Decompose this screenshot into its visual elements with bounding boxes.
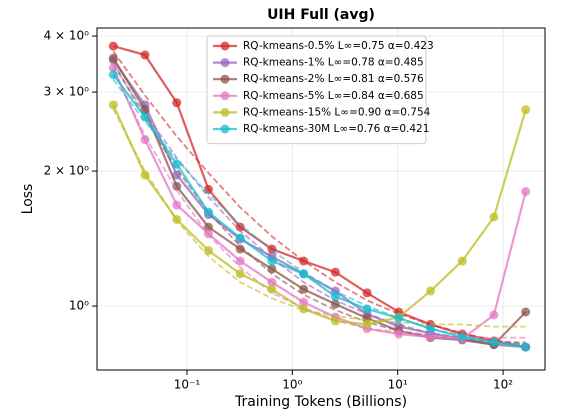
legend-label: RQ-kmeans-1% L∞=0.78 α=0.485 bbox=[243, 57, 424, 69]
legend-label: RQ-kmeans-2% L∞=0.81 α=0.576 bbox=[243, 73, 424, 85]
data-point bbox=[140, 170, 150, 180]
data-point bbox=[267, 277, 277, 287]
x-tick-label: 10⁻¹ bbox=[174, 378, 201, 392]
data-point bbox=[299, 269, 309, 279]
data-point bbox=[235, 233, 245, 243]
data-point bbox=[267, 284, 277, 294]
data-point bbox=[457, 332, 467, 342]
data-point bbox=[299, 284, 309, 294]
data-point bbox=[108, 70, 118, 80]
data-point bbox=[172, 98, 182, 108]
data-point bbox=[330, 299, 340, 309]
data-point bbox=[235, 269, 245, 279]
y-tick-label: 4 × 10⁰ bbox=[44, 29, 90, 43]
data-point bbox=[521, 187, 531, 197]
data-point bbox=[108, 53, 118, 63]
series-line bbox=[113, 45, 526, 349]
legend-marker bbox=[220, 124, 230, 134]
data-point bbox=[457, 256, 467, 266]
data-point bbox=[235, 256, 245, 266]
data-point bbox=[394, 313, 404, 323]
data-point bbox=[108, 100, 118, 110]
data-point bbox=[203, 207, 213, 217]
data-point bbox=[426, 332, 436, 342]
data-point bbox=[299, 304, 309, 314]
data-point bbox=[521, 342, 531, 352]
data-point bbox=[521, 105, 531, 115]
data-point bbox=[362, 319, 372, 329]
data-point bbox=[299, 256, 309, 266]
legend-label: RQ-kmeans-5% L∞=0.84 α=0.685 bbox=[243, 90, 424, 102]
data-point bbox=[172, 159, 182, 169]
data-point bbox=[362, 304, 372, 314]
legend-label: RQ-kmeans-0.5% L∞=0.75 α=0.423 bbox=[243, 40, 434, 52]
legend-marker bbox=[220, 91, 230, 101]
data-point bbox=[108, 41, 118, 51]
data-point bbox=[140, 135, 150, 145]
y-tick-label: 2 × 10⁰ bbox=[44, 164, 90, 178]
series-line bbox=[112, 57, 527, 346]
fit-line bbox=[112, 108, 526, 328]
data-point bbox=[362, 288, 372, 298]
data-point bbox=[172, 200, 182, 210]
data-point bbox=[489, 310, 499, 320]
data-point bbox=[267, 264, 277, 274]
data-point bbox=[140, 112, 150, 122]
data-point bbox=[203, 246, 213, 256]
legend-marker bbox=[220, 107, 230, 117]
data-point bbox=[140, 50, 150, 60]
data-point bbox=[235, 244, 245, 254]
legend-marker bbox=[220, 41, 230, 51]
data-point bbox=[172, 214, 182, 224]
plot-frame bbox=[96, 27, 546, 371]
y-tick-label: 10⁰ bbox=[69, 299, 89, 313]
x-axis-label: Training Tokens (Billions) bbox=[234, 394, 407, 410]
x-tick-label: 10⁰ bbox=[282, 378, 302, 392]
data-point bbox=[267, 256, 277, 266]
fit-line bbox=[112, 79, 526, 346]
data-point bbox=[330, 292, 340, 302]
data-point bbox=[140, 105, 150, 115]
data-point bbox=[235, 222, 245, 232]
data-point bbox=[521, 307, 531, 317]
series-line bbox=[112, 67, 527, 340]
legend-label: RQ-kmeans-15% L∞=0.90 α=0.754 bbox=[243, 106, 431, 118]
series-line bbox=[112, 74, 526, 349]
data-point bbox=[330, 267, 340, 277]
y-axis-label: Loss bbox=[20, 184, 36, 215]
data-point bbox=[330, 316, 340, 326]
data-point bbox=[426, 324, 436, 334]
data-point bbox=[108, 63, 118, 73]
legend-marker bbox=[220, 58, 230, 68]
data-point bbox=[489, 212, 499, 222]
data-point bbox=[299, 297, 309, 307]
series-line bbox=[112, 104, 527, 326]
data-point bbox=[394, 329, 404, 339]
legend-label: RQ-kmeans-30M L∞=0.76 α=0.421 bbox=[243, 123, 429, 135]
x-tick-label: 10¹ bbox=[388, 378, 408, 392]
data-point bbox=[203, 222, 213, 232]
chart-title: UIH Full (avg) bbox=[267, 7, 375, 23]
legend-marker bbox=[220, 74, 230, 84]
data-point bbox=[203, 229, 213, 239]
data-point bbox=[489, 337, 499, 347]
y-tick-label: 3 × 10⁰ bbox=[44, 85, 90, 99]
data-point bbox=[172, 181, 182, 191]
legend-box bbox=[206, 35, 427, 145]
data-point bbox=[426, 286, 436, 296]
x-tick-label: 10² bbox=[493, 378, 513, 392]
